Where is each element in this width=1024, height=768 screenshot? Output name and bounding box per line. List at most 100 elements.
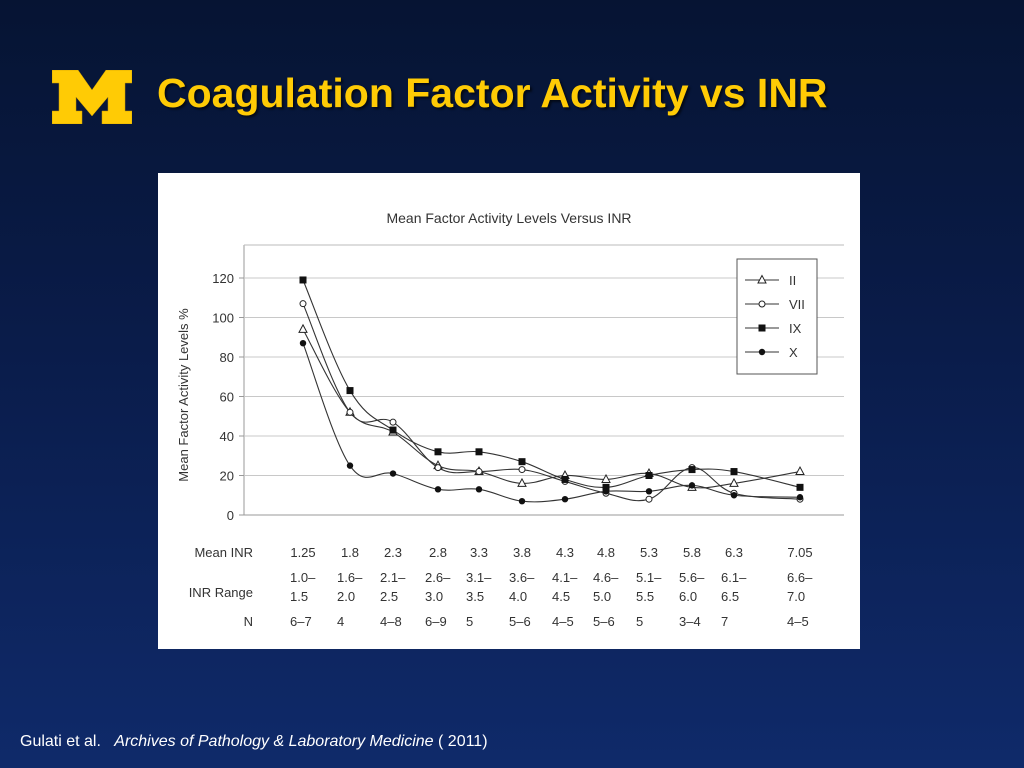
n-value-2: 4–8: [380, 614, 402, 629]
mean-inr-3: 2.8: [429, 545, 447, 560]
inr-range-high-0: 1.5: [290, 589, 308, 604]
citation: Gulati et al. Archives of Pathology & La…: [20, 733, 488, 751]
slide-title: Coagulation Factor Activity vs INR: [157, 70, 828, 116]
inr-range-low-2: 2.1–: [380, 570, 406, 585]
marker-ix-7: [602, 483, 610, 491]
marker-ix-3: [434, 448, 442, 456]
marker-x-10: [730, 492, 738, 499]
mean-inr-11: 7.05: [787, 545, 812, 560]
marker-ii-11: [795, 465, 805, 476]
factor-activity-chart: Mean Factor Activity Levels Versus INR 0 2…: [176, 210, 844, 629]
inr-range-high-10: 6.5: [721, 589, 739, 604]
series-line-x: [302, 342, 801, 503]
legend-label-ix: IX: [789, 321, 802, 336]
n-value-5: 5–6: [509, 614, 531, 629]
inr-range-high-8: 5.5: [636, 589, 654, 604]
series-line-ix: [302, 279, 801, 488]
marker-ii-0: [298, 323, 308, 333]
n-value-11: 4–5: [787, 614, 809, 629]
mean-inr-7: 4.8: [597, 545, 615, 560]
marker-vii-1: [346, 408, 354, 416]
marker-x-0: [299, 339, 307, 347]
mean-inr-4: 3.3: [470, 545, 488, 560]
inr-range-low-4: 3.1–: [466, 570, 492, 585]
mean-inr-6: 4.3: [556, 545, 574, 560]
inr-range-low-8: 5.1–: [636, 570, 662, 585]
marker-ii-10: [729, 477, 739, 487]
legend-label-x: X: [789, 345, 798, 360]
y-tick-label-40: 40: [220, 429, 234, 444]
marker-x-11: [796, 494, 804, 501]
inr-range-high-9: 6.0: [679, 589, 697, 604]
mean-inr-9: 5.8: [683, 545, 701, 560]
marker-ix-11: [796, 483, 804, 491]
marker-ii-5: [517, 477, 527, 487]
inr-range-low-1: 1.6–: [337, 570, 363, 585]
inr-range-low-5: 3.6–: [509, 570, 535, 585]
inr-range-high-7: 5.0: [593, 589, 611, 604]
inr-range-low-10: 6.1–: [721, 570, 747, 585]
n-value-6: 4–5: [552, 614, 574, 629]
mean-inr-2: 2.3: [384, 545, 402, 560]
table-row-label-n: N: [244, 614, 253, 629]
marker-x-6: [561, 496, 569, 503]
n-value-10: 7: [721, 614, 728, 629]
inr-range-low-9: 5.6–: [679, 570, 705, 585]
marker-x-5: [518, 497, 526, 505]
mean-inr-8: 5.3: [640, 545, 658, 560]
n-value-8: 5: [636, 614, 643, 629]
marker-vii-0: [299, 300, 307, 308]
marker-ii-7: [601, 473, 611, 483]
inr-range-high-1: 2.0: [337, 589, 355, 604]
marker-ix-9: [688, 466, 696, 474]
table-row-label-mean-inr: Mean INR: [194, 545, 253, 560]
marker-x-3: [434, 486, 442, 493]
inr-range-low-3: 2.6–: [425, 570, 451, 585]
marker-ix-1: [346, 387, 354, 395]
mean-inr-10: 6.3: [725, 545, 743, 560]
marker-x-1: [346, 462, 354, 469]
marker-x-4: [475, 486, 483, 493]
marker-ix-8: [645, 472, 653, 479]
series-line-vii: [302, 303, 801, 502]
marker-ix-10: [730, 468, 738, 476]
inr-range-high-5: 4.0: [509, 589, 527, 604]
marker-vii-5: [518, 466, 526, 474]
marker-vii-3: [434, 464, 442, 472]
mean-inr-1: 1.8: [341, 545, 359, 560]
inr-range-low-11: 6.6–: [787, 570, 813, 585]
marker-x-9: [688, 482, 696, 489]
y-tick-label-80: 80: [220, 350, 234, 365]
n-value-1: 4: [337, 614, 344, 629]
citation-journal: Archives of Pathology & Laboratory Medic…: [114, 733, 434, 750]
marker-vii-8: [645, 495, 653, 503]
marker-legend-x-0: [758, 348, 766, 356]
legend-label-ii: II: [789, 273, 796, 288]
n-value-4: 5: [466, 614, 473, 629]
marker-ix-2: [389, 426, 397, 434]
marker-legend-ii-0: [757, 274, 767, 284]
chart-panel: Mean Factor Activity Levels Versus INR 0 2…: [158, 173, 860, 649]
block-m-logo: [52, 70, 132, 124]
n-value-0: 6–7: [290, 614, 312, 629]
table-row-label-inr-range: INR Range: [189, 585, 253, 600]
y-tick-label-60: 60: [220, 390, 234, 405]
inr-range-high-4: 3.5: [466, 589, 484, 604]
y-axis-label: Mean Factor Activity Levels %: [176, 308, 191, 482]
citation-year: ( 2011): [438, 733, 488, 750]
marker-ix-6: [561, 475, 569, 483]
marker-x-7: [602, 488, 610, 495]
y-tick-label-100: 100: [212, 311, 234, 326]
marker-ix-0: [299, 276, 307, 284]
marker-x-2: [389, 470, 397, 477]
y-tick-label-0: 0: [227, 508, 234, 523]
marker-ix-5: [518, 458, 526, 466]
inr-range-low-6: 4.1–: [552, 570, 578, 585]
inr-range-high-6: 4.5: [552, 589, 570, 604]
citation-authors: Gulati et al.: [20, 733, 101, 750]
marker-legend-vii-0: [758, 300, 766, 308]
series-line-ii: [302, 329, 801, 489]
legend-box: [736, 258, 818, 375]
inr-range-high-11: 7.0: [787, 589, 805, 604]
marker-ix-4: [475, 448, 483, 456]
